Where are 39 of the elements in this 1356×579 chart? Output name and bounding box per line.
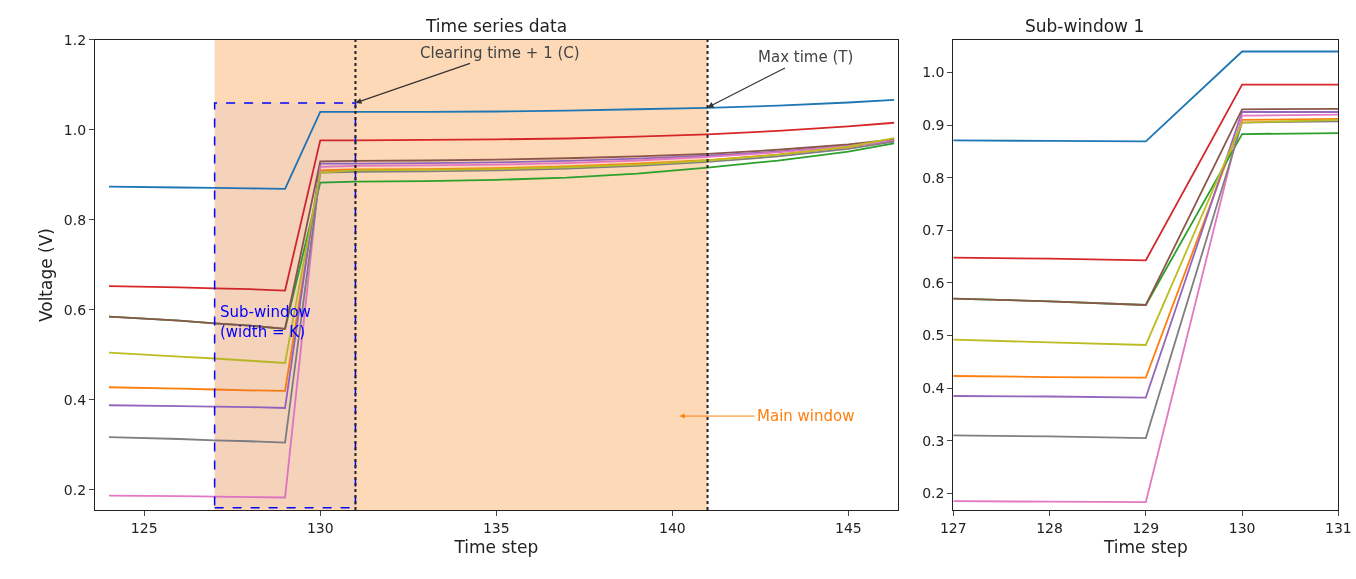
line-series bbox=[108, 139, 896, 499]
chart-title: Time series data bbox=[425, 16, 568, 36]
x-tick-label: 130 bbox=[1228, 519, 1256, 536]
x-tick-label: 135 bbox=[482, 519, 510, 536]
y-axis-title: Voltage (V) bbox=[36, 227, 57, 323]
y-tick-label: 0.2 bbox=[922, 485, 945, 502]
x-axis-title: Time step bbox=[1102, 537, 1188, 558]
x-tick-label: 130 bbox=[306, 519, 334, 536]
x-tick-label: 127 bbox=[939, 519, 967, 536]
y-tick-label: 0.7 bbox=[922, 222, 945, 239]
annotation: Clearing time + 1 (C) bbox=[420, 44, 580, 62]
x-tick-label: 125 bbox=[130, 519, 158, 536]
y-tick-label: 1.0 bbox=[922, 64, 945, 81]
x-tick-label: 140 bbox=[658, 519, 686, 536]
y-tick-label: 0.3 bbox=[922, 432, 945, 449]
y-tick-label: 0.9 bbox=[922, 117, 945, 134]
y-tick-label: 0.8 bbox=[63, 211, 87, 228]
x-axis-title: Time step bbox=[453, 537, 539, 558]
band-label: Main window bbox=[757, 407, 855, 425]
line-series bbox=[953, 50, 1339, 143]
line-series bbox=[108, 121, 896, 292]
y-tick-label: 1.2 bbox=[63, 31, 87, 48]
line-series bbox=[953, 83, 1339, 262]
x-tick-label: 128 bbox=[1036, 519, 1063, 536]
x-tick-label: 145 bbox=[835, 519, 862, 536]
y-tick-label: 0.2 bbox=[63, 481, 87, 498]
x-tick-label: 129 bbox=[1132, 519, 1160, 536]
y-tick-label: 0.8 bbox=[922, 169, 945, 186]
y-tick-label: 0.5 bbox=[922, 327, 945, 344]
y-tick-label: 0.6 bbox=[922, 274, 945, 291]
x-tick-label: 131 bbox=[1325, 519, 1352, 536]
annotation: Max time (T) bbox=[758, 48, 854, 66]
y-tick-label: 0.4 bbox=[63, 391, 87, 408]
y-tick-label: 0.4 bbox=[922, 379, 945, 396]
line-series bbox=[953, 113, 1339, 504]
y-tick-label: 0.6 bbox=[63, 301, 87, 318]
line-series bbox=[108, 98, 896, 190]
y-tick-label: 1.0 bbox=[63, 121, 87, 138]
chart-title: Sub-window 1 bbox=[1025, 16, 1145, 36]
